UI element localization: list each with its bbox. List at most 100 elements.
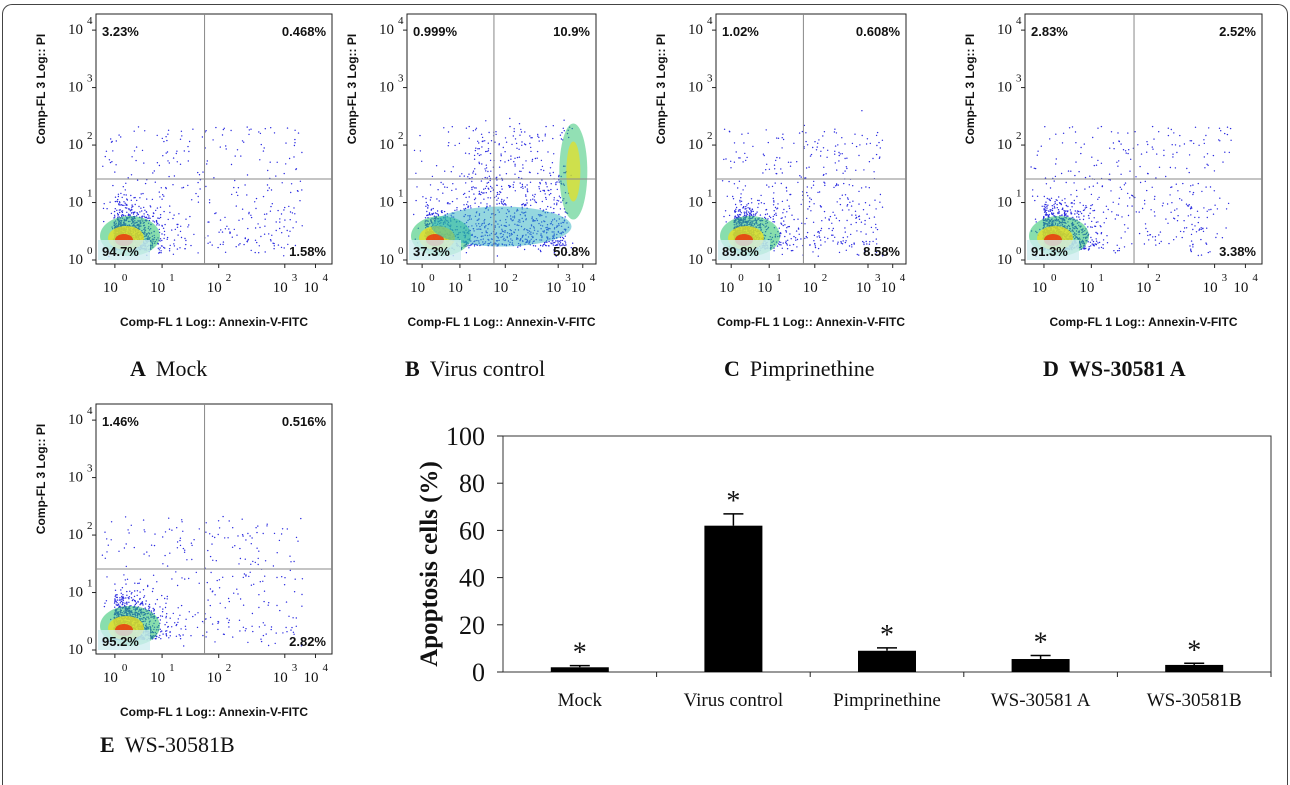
data-dot: [140, 208, 141, 209]
data-dot: [522, 186, 523, 187]
data-dot: [877, 229, 878, 230]
data-dot: [249, 129, 250, 130]
data-dot: [247, 240, 248, 241]
data-dot: [232, 237, 233, 238]
data-dot: [157, 135, 158, 136]
data-dot: [1092, 243, 1093, 244]
data-dot: [831, 223, 832, 224]
data-dot: [750, 210, 751, 211]
data-dot: [541, 160, 542, 161]
data-dot: [274, 245, 275, 246]
data-dot: [483, 192, 484, 193]
data-dot: [833, 228, 834, 229]
data-dot: [160, 250, 161, 251]
data-dot: [722, 180, 723, 181]
data-dot: [869, 241, 870, 242]
data-dot: [879, 202, 880, 203]
data-dot: [849, 202, 850, 203]
data-dot: [535, 158, 536, 159]
data-dot: [474, 199, 475, 200]
data-dot: [530, 182, 531, 183]
data-dot: [159, 196, 160, 197]
data-dot: [487, 171, 488, 172]
data-dot: [818, 256, 819, 257]
data-dot: [773, 218, 774, 219]
data-dot: [1083, 215, 1084, 216]
data-dot: [1101, 233, 1102, 234]
data-dot: [818, 248, 819, 249]
data-dot: [251, 217, 252, 218]
data-dot: [490, 160, 491, 161]
data-dot: [180, 139, 181, 140]
data-dot: [1050, 211, 1051, 212]
y-axis-label: Comp-FL 3 Log:: PI: [34, 34, 48, 144]
data-dot: [782, 248, 783, 249]
data-dot: [544, 190, 545, 191]
data-dot: [1109, 174, 1110, 175]
data-dot: [1093, 241, 1094, 242]
data-dot: [105, 156, 106, 157]
data-dot: [1215, 237, 1216, 238]
data-dot: [808, 167, 809, 168]
data-dot: [870, 143, 871, 144]
data-dot: [1123, 149, 1124, 150]
data-dot: [786, 243, 787, 244]
data-dot: [514, 131, 515, 132]
data-dot: [115, 208, 116, 209]
data-dot: [560, 208, 561, 209]
data-dot: [234, 180, 235, 181]
data-dot: [788, 205, 789, 206]
data-dot: [123, 201, 124, 202]
data-dot: [438, 214, 439, 215]
data-dot: [157, 207, 158, 208]
data-dot: [523, 203, 524, 204]
data-dot: [863, 169, 864, 170]
data-dot: [224, 217, 225, 218]
data-dot: [865, 233, 866, 234]
data-dot: [750, 213, 751, 214]
data-dot: [110, 138, 111, 139]
data-dot: [546, 186, 547, 187]
data-dot: [260, 236, 261, 237]
data-dot: [1136, 211, 1137, 212]
data-dot: [815, 247, 816, 248]
data-dot: [421, 161, 422, 162]
data-dot: [111, 161, 112, 162]
data-dot: [197, 252, 198, 253]
data-dot: [177, 227, 178, 228]
data-dot: [861, 187, 862, 188]
data-dot: [553, 125, 554, 126]
data-dot: [776, 157, 777, 158]
data-dot: [817, 146, 818, 147]
data-dot: [823, 174, 824, 175]
data-dot: [742, 161, 743, 162]
data-dot: [283, 209, 284, 210]
y-tick-exp: 3: [707, 73, 713, 85]
data-dot: [751, 202, 752, 203]
data-dot: [264, 226, 265, 227]
data-dot: [463, 194, 464, 195]
data-dot: [160, 217, 161, 218]
y-tick-exp: 4: [398, 15, 404, 27]
data-dot: [537, 173, 538, 174]
data-dot: [513, 182, 514, 183]
data-dot: [793, 219, 794, 220]
data-dot: [760, 195, 761, 196]
data-dot: [1085, 248, 1086, 249]
data-dot: [540, 208, 541, 209]
data-dot: [294, 130, 295, 131]
data-dot: [1179, 145, 1180, 146]
data-dot: [116, 140, 117, 141]
data-dot: [554, 203, 555, 204]
data-dot: [729, 131, 730, 132]
data-dot: [267, 190, 268, 191]
data-dot: [829, 219, 830, 220]
y-tick-exp: 2: [398, 130, 404, 142]
data-dot: [787, 240, 788, 241]
data-dot: [790, 166, 791, 167]
data-dot: [556, 203, 557, 204]
data-dot: [780, 242, 781, 243]
data-dot: [834, 154, 835, 155]
data-dot: [146, 217, 147, 218]
data-dot: [558, 200, 559, 201]
